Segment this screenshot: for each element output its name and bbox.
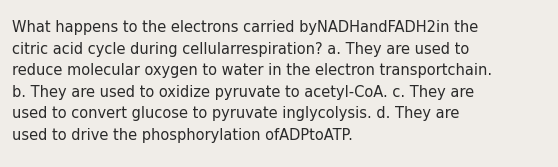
Text: What happens to the electrons carried byNADHandFADH2in the
citric acid cycle dur: What happens to the electrons carried by… — [12, 20, 492, 143]
